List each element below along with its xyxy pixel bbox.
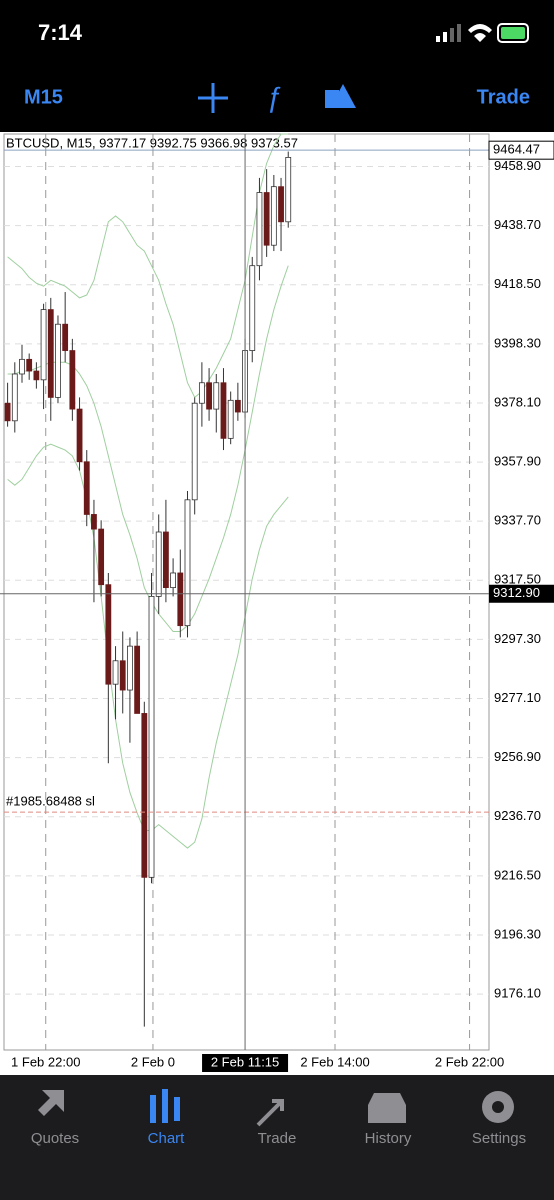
timeframe-button[interactable]: M15 bbox=[24, 86, 63, 108]
candle-body bbox=[213, 382, 220, 410]
x-tick-label: 2 Feb 14:00 bbox=[300, 1054, 369, 1069]
candle-body bbox=[249, 265, 256, 351]
tab-label[interactable]: Chart bbox=[148, 1130, 186, 1147]
candle-body bbox=[170, 572, 177, 589]
candle-body bbox=[119, 660, 126, 691]
y-tick-label: 9277.10 bbox=[494, 690, 541, 705]
candle-body bbox=[69, 350, 76, 410]
y-tick-label: 9438.70 bbox=[494, 217, 541, 232]
candle-body bbox=[134, 645, 141, 714]
candle-body bbox=[256, 192, 263, 267]
candle-body bbox=[278, 186, 284, 223]
candle-body bbox=[148, 595, 155, 878]
band-line bbox=[7, 443, 289, 849]
candle-body bbox=[62, 323, 69, 351]
candle-body bbox=[270, 186, 277, 246]
candle-body bbox=[191, 402, 198, 501]
candle-body bbox=[76, 408, 83, 463]
status-icons bbox=[436, 23, 529, 43]
candle-body bbox=[198, 382, 205, 404]
crosshair-price: 9312.90 bbox=[493, 585, 540, 600]
y-tick-label: 9196.30 bbox=[494, 926, 541, 941]
crosshair-time: 2 Feb 11:15 bbox=[211, 1054, 279, 1069]
crosshair-tool[interactable] bbox=[198, 83, 228, 113]
y-tick-label: 9176.10 bbox=[494, 986, 541, 1001]
bid-box bbox=[488, 140, 554, 160]
tab-label[interactable]: Trade bbox=[258, 1130, 297, 1147]
tab-label[interactable]: Settings bbox=[472, 1130, 526, 1147]
candle-body bbox=[155, 531, 162, 597]
y-tick-label: 9317.50 bbox=[494, 572, 541, 587]
trade-button[interactable]: Trade bbox=[477, 86, 530, 108]
candle-body bbox=[105, 584, 112, 685]
candle-body bbox=[112, 660, 119, 685]
y-tick-label: 9357.90 bbox=[494, 454, 541, 469]
candle-body bbox=[83, 461, 90, 515]
candle-body bbox=[285, 157, 292, 223]
candle-body bbox=[26, 358, 33, 372]
clock: 7:14 bbox=[38, 20, 83, 45]
order-label: #1985.68488 sl bbox=[6, 794, 95, 809]
band-line bbox=[7, 133, 289, 399]
crosshair-time-box bbox=[202, 1054, 289, 1072]
candle-body bbox=[177, 572, 184, 627]
candle-body bbox=[11, 373, 18, 422]
x-tick-label: 2 Feb 0 bbox=[131, 1054, 175, 1069]
candle-body bbox=[47, 309, 54, 398]
y-tick-label: 9216.50 bbox=[494, 867, 541, 882]
candle-body bbox=[98, 528, 105, 586]
tab-bar: Quotes Chart Trade History Settings bbox=[0, 1075, 554, 1200]
candle-body bbox=[227, 399, 234, 439]
candle-body bbox=[184, 499, 191, 627]
candle-body bbox=[141, 713, 148, 878]
x-tick-label: 1 Feb 22:00 bbox=[11, 1054, 80, 1069]
y-tick-label: 9398.30 bbox=[494, 335, 541, 350]
candle-body bbox=[234, 399, 241, 413]
y-tick-label: 9256.90 bbox=[494, 749, 541, 764]
header: 7:14 M15 ƒ Trade bbox=[0, 0, 554, 132]
tab-label[interactable]: History bbox=[365, 1130, 412, 1147]
band-line bbox=[7, 265, 289, 633]
candle-body bbox=[220, 382, 227, 439]
crosshair-price-box bbox=[489, 584, 554, 603]
y-tick-label: 9378.10 bbox=[494, 394, 541, 409]
candle-body bbox=[163, 531, 169, 589]
candle-body bbox=[4, 402, 11, 422]
candle-body bbox=[91, 514, 97, 530]
candle-body bbox=[55, 323, 61, 398]
y-tick-label: 9337.70 bbox=[494, 513, 541, 528]
x-tick-label: 2 Feb 22:00 bbox=[435, 1054, 504, 1069]
y-tick-label: 9236.70 bbox=[494, 808, 541, 823]
chart: BTCUSD, M15, 9377.17 9392.75 9366.98 937… bbox=[0, 132, 554, 1075]
y-tick-label: 9458.90 bbox=[494, 158, 541, 173]
candle-body bbox=[40, 309, 47, 381]
candle-body bbox=[127, 645, 133, 691]
candle-body bbox=[19, 358, 25, 375]
indicators-tool[interactable]: ƒ bbox=[266, 81, 282, 112]
y-tick-label: 9418.50 bbox=[494, 276, 541, 291]
candle-body bbox=[263, 192, 270, 246]
objects-tool[interactable] bbox=[325, 84, 356, 108]
bid-label: 9464.47 bbox=[493, 142, 540, 157]
chart-title: BTCUSD, M15, 9377.17 9392.75 9366.98 937… bbox=[6, 135, 298, 150]
y-tick-label: 9297.30 bbox=[494, 631, 541, 646]
candle-body bbox=[33, 370, 40, 381]
tab-label[interactable]: Quotes bbox=[31, 1130, 79, 1147]
candle-body bbox=[206, 382, 212, 410]
tab-icons bbox=[38, 1089, 514, 1127]
